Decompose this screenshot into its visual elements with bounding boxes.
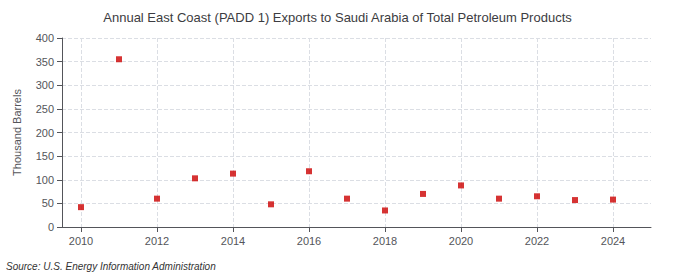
svg-text:2010: 2010 xyxy=(69,235,93,247)
svg-text:300: 300 xyxy=(36,79,54,91)
svg-text:Annual East Coast (PADD 1) Exp: Annual East Coast (PADD 1) Exports to Sa… xyxy=(103,10,572,25)
svg-text:2020: 2020 xyxy=(449,235,473,247)
svg-text:2022: 2022 xyxy=(525,235,549,247)
svg-text:250: 250 xyxy=(36,103,54,115)
svg-text:150: 150 xyxy=(36,150,54,162)
svg-text:2024: 2024 xyxy=(601,235,625,247)
svg-text:0: 0 xyxy=(48,221,54,233)
svg-text:Thousand Barrels: Thousand Barrels xyxy=(11,89,23,176)
svg-text:2014: 2014 xyxy=(221,235,245,247)
svg-text:50: 50 xyxy=(42,197,54,209)
svg-text:2012: 2012 xyxy=(145,235,169,247)
svg-text:200: 200 xyxy=(36,127,54,139)
svg-text:100: 100 xyxy=(36,174,54,186)
svg-text:2018: 2018 xyxy=(373,235,397,247)
svg-text:2016: 2016 xyxy=(297,235,321,247)
svg-text:Source: U.S. Energy Informatio: Source: U.S. Energy Information Administ… xyxy=(6,261,216,272)
svg-text:350: 350 xyxy=(36,56,54,68)
svg-text:400: 400 xyxy=(36,32,54,44)
